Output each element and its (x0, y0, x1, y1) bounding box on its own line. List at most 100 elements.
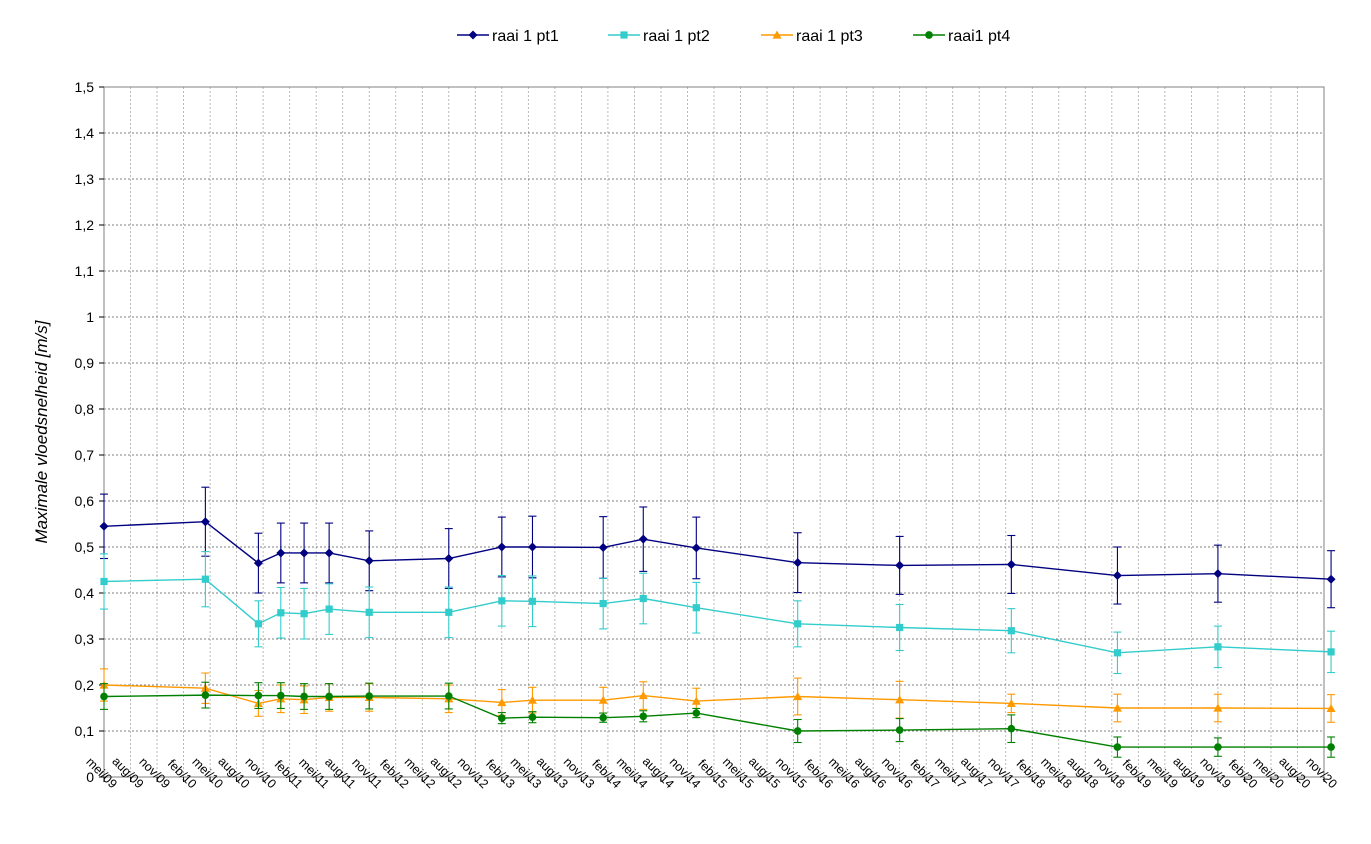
data-point (498, 714, 506, 722)
data-point (691, 696, 701, 705)
data-point (598, 695, 608, 704)
data-point (638, 534, 648, 544)
data-point (639, 712, 648, 721)
y-tick-label: 0,6 (75, 493, 95, 509)
y-tick-label: 0,7 (75, 447, 95, 463)
data-point (1327, 648, 1335, 656)
y-tick-label: 0,4 (75, 585, 95, 601)
legend-item-3: raai 1 pt3 (761, 28, 863, 45)
data-point (253, 558, 263, 568)
data-point (1113, 649, 1122, 657)
data-point (364, 556, 374, 566)
data-point (254, 620, 263, 628)
data-point (527, 695, 537, 704)
legend-item-1: raai 1 pt1 (457, 28, 559, 45)
y-tick-label: 0,2 (75, 677, 95, 693)
legend-label: raai 1 pt3 (796, 28, 863, 45)
y-tick-label: 1 (86, 309, 94, 325)
legend-marker (620, 31, 628, 39)
data-point (1007, 724, 1016, 733)
legend-marker (925, 31, 933, 39)
data-point (277, 609, 285, 617)
data-point (895, 726, 904, 734)
series-1 (99, 486, 1336, 609)
data-point (276, 548, 286, 558)
data-point (99, 521, 109, 531)
y-tick-label: 1,3 (75, 171, 95, 187)
data-point (692, 604, 700, 612)
data-point (1327, 743, 1335, 751)
data-point (1006, 559, 1016, 569)
data-point (1213, 703, 1223, 712)
legend-marker (468, 30, 478, 40)
data-point (1326, 574, 1336, 584)
y-tick-label: 0 (86, 769, 94, 785)
y-tick-label: 1,1 (75, 263, 95, 279)
data-point (444, 554, 454, 563)
data-point (365, 608, 373, 616)
data-point (1112, 703, 1122, 712)
data-point (254, 691, 263, 700)
series-layer (99, 486, 1336, 758)
data-point (276, 691, 285, 700)
data-point (895, 695, 905, 704)
data-point (444, 692, 453, 700)
data-point (1006, 698, 1016, 707)
y-axis-ticks: 0 0,1 0,2 0,3 0,4 0,5 0,6 0,7 0,8 0,9 1 1,1 1,2 1,3 1,… (75, 79, 104, 785)
legend-label: raai 1 pt2 (643, 28, 710, 45)
data-point (324, 548, 334, 558)
data-point (497, 697, 507, 707)
data-point (1214, 743, 1222, 751)
data-point (299, 548, 309, 558)
data-point (639, 594, 647, 603)
data-point (599, 599, 607, 608)
y-tick-label: 0,3 (75, 631, 95, 647)
data-point (325, 605, 333, 613)
legend-item-4: raai1 pt4 (913, 28, 1010, 45)
data-point (794, 620, 802, 628)
data-point (1326, 703, 1336, 713)
data-point (896, 623, 904, 632)
legend-marker (772, 30, 782, 39)
data-point (638, 691, 648, 700)
data-point (300, 610, 308, 618)
data-point (100, 577, 108, 586)
data-point (100, 692, 108, 701)
data-point (1214, 643, 1222, 651)
y-tick-label: 0,1 (75, 723, 95, 739)
data-point (201, 575, 209, 583)
data-point (793, 727, 802, 735)
legend-label: raai1 pt4 (948, 28, 1010, 45)
data-point (691, 543, 701, 553)
data-point (445, 608, 453, 616)
data-point (497, 542, 507, 552)
data-point (200, 517, 210, 527)
y-tick-label: 1,2 (75, 217, 95, 233)
data-point (793, 558, 803, 568)
data-point (895, 560, 905, 570)
data-point (598, 542, 608, 552)
legend-item-2: raai 1 pt2 (608, 28, 710, 45)
data-point (528, 713, 537, 722)
data-point (692, 709, 701, 717)
data-point (1113, 743, 1122, 751)
y-tick-label: 0,9 (75, 355, 95, 371)
series-2 (100, 551, 1336, 675)
y-axis-title: Maximale vloedsnelheid [m/s] (32, 319, 51, 543)
y-tick-label: 1,4 (75, 125, 95, 141)
data-point (201, 691, 210, 699)
data-point (325, 692, 333, 701)
data-point (528, 597, 537, 605)
data-point (1007, 627, 1015, 635)
data-point (599, 713, 608, 722)
data-point (498, 597, 506, 605)
data-point (1213, 569, 1223, 579)
y-tick-label: 0,8 (75, 401, 95, 417)
y-tick-label: 1,5 (75, 79, 95, 95)
data-point (365, 692, 374, 700)
legend: raai 1 pt1 raai 1 pt2 raai 1 pt3 raai1 pt4 (457, 28, 1010, 45)
data-point (1112, 571, 1122, 581)
legend-label: raai 1 pt1 (492, 28, 559, 45)
